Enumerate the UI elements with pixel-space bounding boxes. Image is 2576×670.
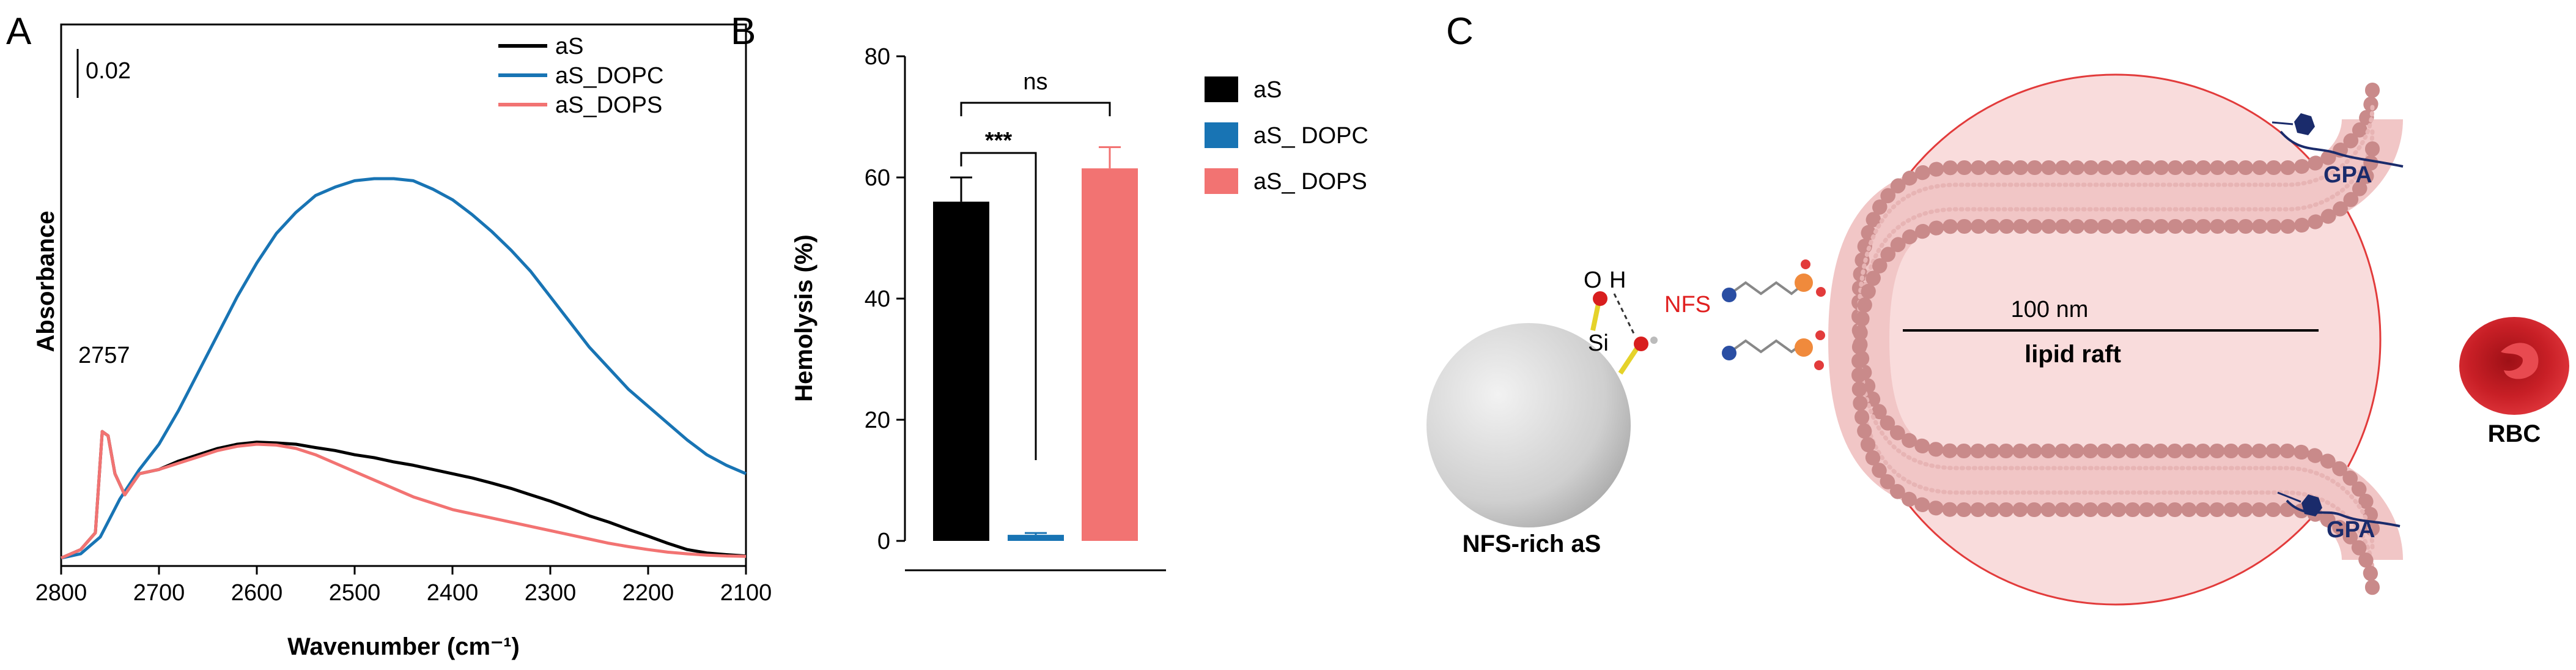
hemolysis-y-axis-title: Hemolysis (%): [791, 234, 817, 401]
hemolysis-y-tick-label: 40: [865, 286, 890, 312]
ftir-x-tick-label: 2200: [622, 580, 674, 606]
ftir-peak-label: 2757: [78, 343, 130, 368]
hemolysis-y-tick-label: 20: [865, 408, 890, 433]
sm-oxygen-2: [1816, 287, 1826, 297]
ftir-legend-label: aS_DOPS: [555, 92, 662, 118]
sm-choline-nitrogen: [1722, 288, 1736, 302]
ftir-x-ticks: 2800 2700 2600 2500 2400 2300 2200 2100: [35, 566, 772, 606]
gpa-bottom-label: GPA: [2327, 517, 2375, 543]
hemolysis-y-tick-label: 80: [865, 44, 890, 70]
ftir-x-tick-label: 2400: [427, 580, 479, 606]
panel-b-letter: B: [731, 10, 756, 53]
gpa-top-chain: [2279, 130, 2404, 168]
hemolysis-bar: [1008, 535, 1064, 541]
sm-oxygen-1: [1801, 259, 1810, 269]
hydrogen-atom-2: [1650, 337, 1658, 344]
hemolysis-legend-label: aS_ DOPC: [1253, 123, 1368, 149]
silanol-groups: O H Si: [1584, 267, 1658, 375]
rbc-highlight: [2501, 343, 2539, 379]
ftir-x-tick-label: 2600: [231, 580, 283, 606]
hemolysis-y-ticks: 0 20 40 60 80: [865, 44, 905, 554]
ftir-x-tick-label: 2500: [329, 580, 381, 606]
hemolysis-legend-label: aS_ DOPS: [1253, 169, 1367, 195]
ftir-series-line-2: [61, 430, 747, 560]
raft-domain: [1850, 73, 2382, 606]
gpa-top: GPA: [2272, 113, 2404, 188]
si-o-bond: [1590, 300, 1601, 331]
significance-bracket: [960, 152, 1037, 460]
oxygen-atom-label: O: [1584, 267, 1602, 293]
ftir-x-axis-title: Wavenumber (cm⁻¹): [287, 633, 520, 660]
rbc-body: [2459, 317, 2569, 415]
pc-choline-nitrogen: [1722, 346, 1736, 360]
sm-headgroup-chain: [1729, 281, 1805, 296]
ftir-series-line-0: [61, 430, 747, 560]
hemolysis-legend-swatch: [1205, 168, 1238, 194]
hemolysis-y-tick-label: 0: [877, 529, 890, 554]
pc-headgroup-chain: [1729, 339, 1805, 354]
hemolysis-bar: [933, 201, 989, 542]
gpa-bottom-chain: [2286, 499, 2401, 527]
panel-a-letter: A: [6, 10, 32, 53]
hydrogen-bond: [1613, 293, 1635, 334]
ftir-chart: 2800 2700 2600 2500 2400 2300 2200 2100 Wavenum…: [32, 23, 772, 660]
hemolysis-bars: [933, 146, 1138, 542]
ftir-x-tick-label: 2700: [133, 580, 185, 606]
rbc-label: RBC: [2488, 420, 2541, 447]
gpa-top-label: GPA: [2323, 162, 2372, 188]
raft-label: lipid raft: [2024, 341, 2121, 368]
significance-label: ns: [1023, 69, 1047, 95]
raft-schematic: NFS-rich aS O H Si NFS SM P: [1426, 73, 2569, 606]
scale-bar-label: 100 nm: [2011, 297, 2089, 322]
sm-phosphate: [1795, 274, 1813, 292]
significance-bracket: [960, 102, 1111, 116]
hemolysis-bar: [1082, 168, 1138, 541]
significance-label: ***: [985, 128, 1013, 154]
gpa-bottom-linker: [2277, 491, 2301, 503]
gpa-bottom: GPA: [2277, 491, 2401, 543]
ftir-x-tick-label: 2100: [720, 580, 772, 606]
ftir-legend-label: aS: [555, 34, 583, 59]
red-blood-cell: RBC: [2459, 317, 2569, 447]
hydrogen-atom-label: H: [1609, 267, 1626, 293]
ftir-series-group: [61, 177, 747, 560]
oxygen-atom-2: [1634, 337, 1648, 351]
hemolysis-legend-label: aS: [1253, 77, 1282, 103]
ftir-legend: aS aS_DOPC aS_DOPS: [498, 34, 663, 118]
ftir-legend-label: aS_DOPC: [555, 63, 663, 89]
panel-c-letter: C: [1446, 10, 1474, 53]
gpa-top-glycan-icon: [2294, 113, 2315, 135]
hemolysis-y-tick-label: 60: [865, 165, 890, 191]
silicon-atom-label: Si: [1588, 330, 1609, 356]
ftir-y-axis-title: Absorbance: [32, 210, 59, 352]
hemolysis-legend: aS aS_ DOPC aS_ DOPS: [1205, 76, 1368, 195]
oxygen-atom: [1593, 291, 1607, 306]
ftir-x-tick-label: 2800: [35, 580, 87, 606]
hemolysis-legend-swatch: [1205, 76, 1238, 102]
silica-particle: [1426, 323, 1631, 527]
ftir-x-tick-label: 2300: [525, 580, 577, 606]
hemolysis-significance: *** ns: [960, 69, 1111, 460]
pc-phosphate: [1795, 338, 1813, 357]
nfs-label: NFS: [1664, 292, 1711, 318]
si-o-bond-2: [1618, 344, 1641, 375]
pc-oxygen-1: [1815, 330, 1825, 340]
ftir-series-line-1: [61, 177, 747, 560]
ftir-plot-frame: [60, 23, 747, 567]
particle-label: NFS-rich aS: [1463, 530, 1601, 557]
pc-oxygen-2: [1814, 360, 1824, 370]
ftir-scale-bar-label: 0.02: [86, 58, 131, 84]
hemolysis-chart: 0 20 40 60 80 *** ns Hemolysis (%) aS aS_ DOPC…: [791, 44, 1368, 571]
gpa-top-linker: [2272, 121, 2294, 125]
hemolysis-legend-swatch: [1205, 122, 1238, 148]
